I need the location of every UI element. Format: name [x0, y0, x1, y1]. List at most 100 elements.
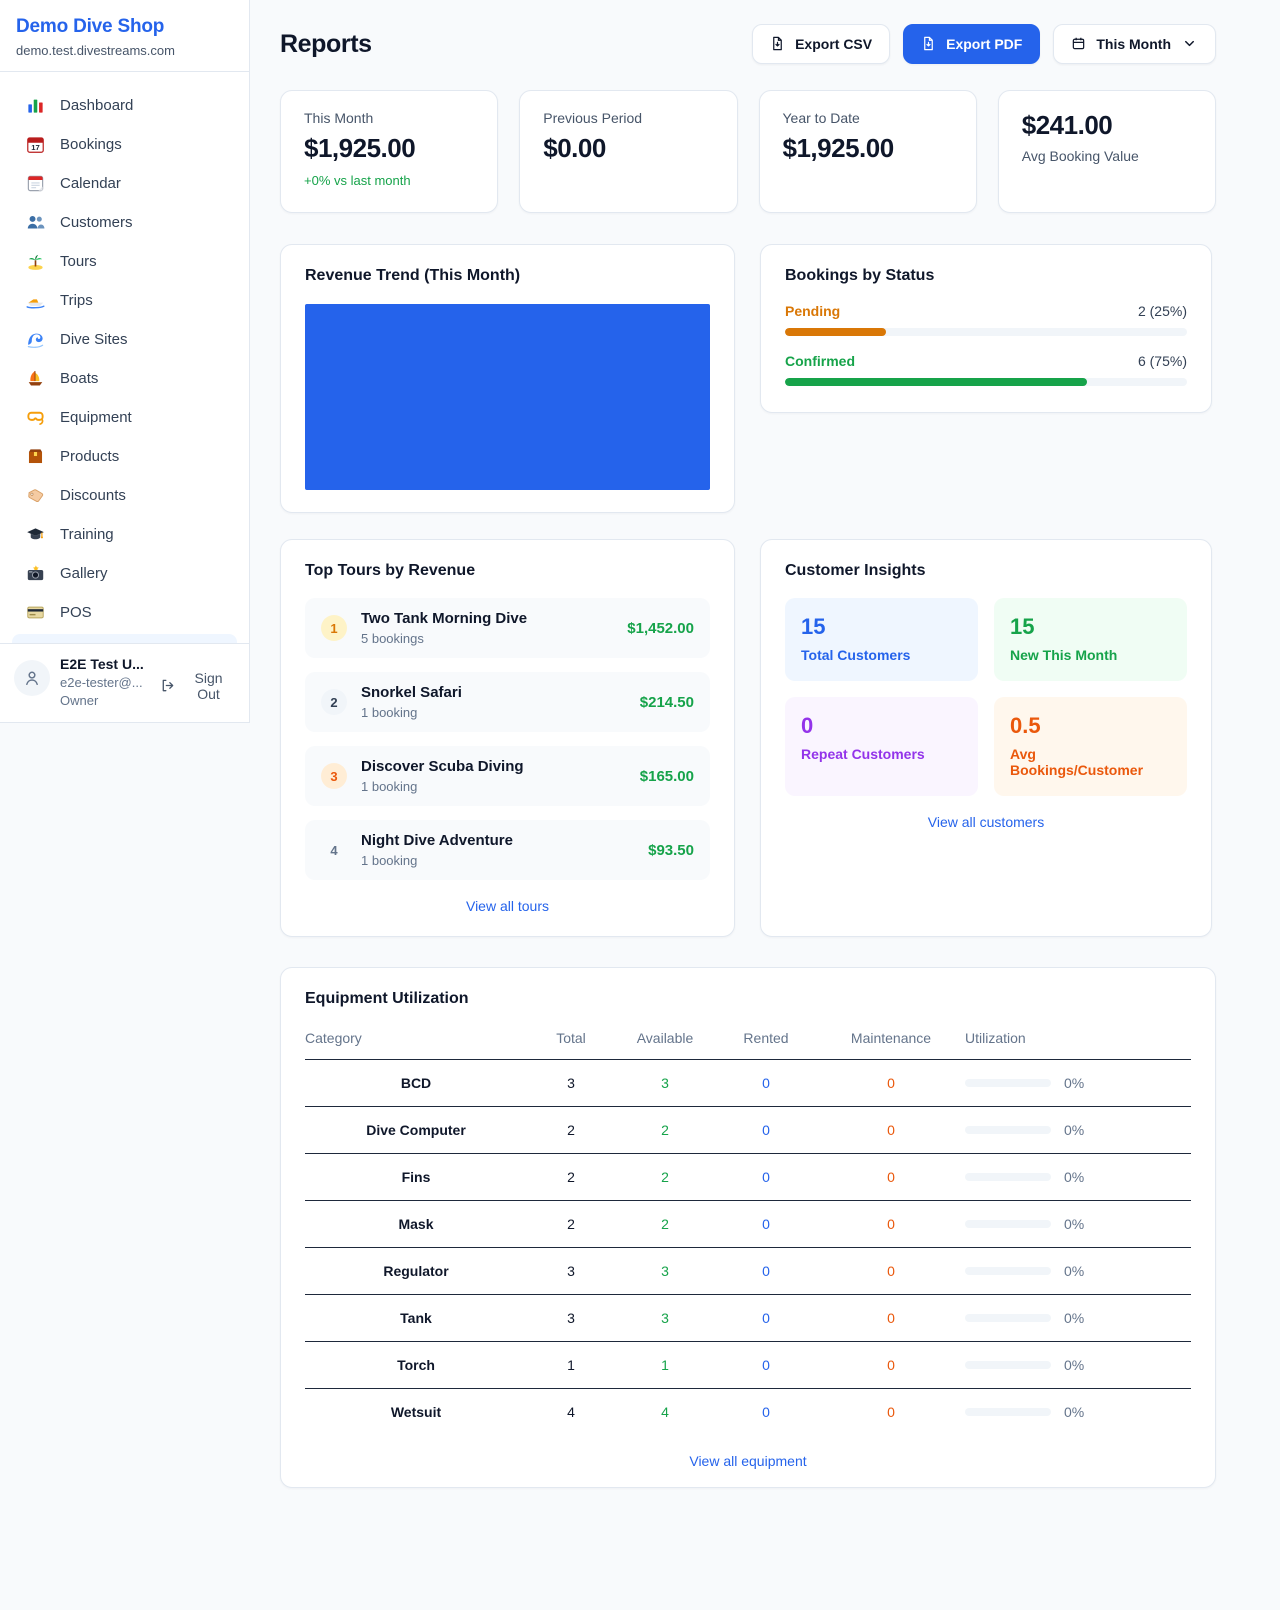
- view-all-tours-link[interactable]: View all tours: [465, 898, 549, 914]
- file-download-icon: [770, 36, 786, 52]
- export-pdf-label: Export PDF: [946, 36, 1023, 52]
- cell-rented: 0: [715, 1059, 817, 1107]
- sidebar-item-label: Customers: [60, 214, 133, 231]
- training-icon: [26, 525, 45, 544]
- sidebar-item-reports-partial[interactable]: [12, 634, 237, 643]
- tour-name: Snorkel Safari: [361, 684, 462, 701]
- cell-utilization: 0%: [965, 1106, 1191, 1154]
- main-content: Reports Export CSV Export PDF This Month…: [250, 0, 1236, 1488]
- revenue-trend-card: Revenue Trend (This Month): [280, 244, 735, 513]
- utilization-cell: 0%: [965, 1404, 1191, 1420]
- products-icon: [26, 447, 45, 466]
- cell-available: 3: [615, 1294, 715, 1342]
- tile-value: 15: [801, 614, 826, 639]
- cell-category: Torch: [305, 1341, 527, 1389]
- calendar-icon: [26, 174, 45, 193]
- cell-available: 4: [661, 1404, 669, 1420]
- table-row: Dive Computer 2 2 0 0 0%: [305, 1106, 1191, 1154]
- status-progress-track: [785, 328, 1187, 336]
- equipment-table: Category Total Available Rented Maintenance U…: [305, 1022, 1191, 1435]
- view-all-equipment-link[interactable]: View all equipment: [689, 1453, 807, 1469]
- dive-sites-icon: [26, 330, 45, 349]
- sign-out-button[interactable]: Sign Out: [160, 670, 235, 702]
- page-title: Reports: [280, 29, 372, 58]
- sidebar-item-calendar[interactable]: Calendar: [12, 164, 237, 203]
- tour-info: Two Tank Morning Dive 5 bookings: [361, 610, 527, 646]
- sign-out-label: Sign Out: [194, 670, 223, 702]
- tour-revenue: $165.00: [639, 767, 694, 785]
- sidebar-item-bookings[interactable]: 17 Bookings: [12, 125, 237, 164]
- status-row-head: Confirmed 6 (75%): [785, 353, 1187, 369]
- sidebar-item-label: Boats: [60, 370, 99, 387]
- stat-value: $241.00: [1021, 110, 1113, 140]
- tour-bookings: 1 booking: [361, 779, 418, 794]
- sidebar-item-gallery[interactable]: Gallery: [12, 554, 237, 593]
- tour-revenue: $214.50: [639, 693, 694, 711]
- tour-bookings: 1 booking: [361, 705, 418, 720]
- export-pdf-button[interactable]: Export PDF: [903, 24, 1041, 64]
- gallery-icon: [26, 564, 45, 583]
- column-header-total: Total: [527, 1022, 615, 1060]
- sidebar-item-trips[interactable]: Trips: [12, 281, 237, 320]
- utilization-bar-track: [965, 1173, 1051, 1181]
- utilization-percent: 0%: [1064, 1310, 1085, 1326]
- utilization-bar-track: [965, 1314, 1051, 1322]
- stat-card: This Month $1,925.00 +0% vs last month: [280, 90, 499, 213]
- cell-total: 3: [527, 1059, 615, 1107]
- utilization-bar-track: [965, 1267, 1051, 1275]
- sidebar-item-boats[interactable]: Boats: [12, 359, 237, 398]
- tour-bookings: 5 bookings: [361, 631, 424, 646]
- tour-list-item: 1 Two Tank Morning Dive 5 bookings $1,452.0…: [305, 598, 710, 658]
- utilization-cell: 0%: [965, 1216, 1191, 1232]
- sidebar-item-products[interactable]: Products: [12, 437, 237, 476]
- sidebar-item-training[interactable]: Training: [12, 515, 237, 554]
- cell-maintenance: 0: [817, 1294, 965, 1342]
- tour-list: 1 Two Tank Morning Dive 5 bookings $1,452.0…: [305, 598, 710, 880]
- cell-category: Regulator: [305, 1247, 527, 1295]
- cell-maintenance: 0: [817, 1153, 965, 1201]
- status-label: Confirmed: [785, 353, 855, 369]
- period-dropdown[interactable]: This Month: [1053, 24, 1216, 64]
- tour-list-item: 4 Night Dive Adventure 1 booking $93.50: [305, 820, 710, 880]
- brand-name[interactable]: Demo Dive Shop: [16, 16, 165, 37]
- sidebar: Demo Dive Shop demo.test.divestreams.com…: [0, 0, 250, 723]
- table-row: Fins 2 2 0 0 0%: [305, 1153, 1191, 1201]
- sidebar-item-customers[interactable]: Customers: [12, 203, 237, 242]
- export-csv-button[interactable]: Export CSV: [752, 24, 891, 64]
- rank-badge: 1: [321, 615, 347, 641]
- sidebar-item-label: Trips: [60, 292, 93, 309]
- sidebar-item-dashboard[interactable]: Dashboard: [12, 86, 237, 125]
- tour-info: Discover Scuba Diving 1 booking: [361, 758, 524, 794]
- tile-label: Repeat Customers: [801, 746, 925, 762]
- utilization-cell: 0%: [965, 1263, 1191, 1279]
- status-progress-fill: [785, 378, 1087, 386]
- sidebar-item-tours[interactable]: Tours: [12, 242, 237, 281]
- export-csv-label: Export CSV: [795, 36, 873, 52]
- sidebar-item-discounts[interactable]: Discounts: [12, 476, 237, 515]
- sidebar-item-equipment[interactable]: Equipment: [12, 398, 237, 437]
- sidebar-item-pos[interactable]: POS: [12, 593, 237, 632]
- sidebar-item-dive-sites[interactable]: Dive Sites: [12, 320, 237, 359]
- cell-available: 2: [615, 1106, 715, 1154]
- view-all-customers-link[interactable]: View all customers: [927, 814, 1045, 830]
- tile-value: 0: [801, 713, 814, 738]
- stat-value: $0.00: [543, 133, 606, 163]
- stat-value: $1,925.00: [782, 133, 895, 163]
- user-section: E2E Test U... e2e-tester@... Owner Sign …: [0, 643, 249, 722]
- user-email: e2e-tester@...: [60, 675, 143, 690]
- utilization-percent: 0%: [1064, 1404, 1085, 1420]
- tile-value: 0.5: [1010, 713, 1041, 738]
- insight-tile-avg-bookings-customer: 0.5 Avg Bookings/Customer: [994, 697, 1187, 796]
- insight-tile-new-this-month: 15 New This Month: [994, 598, 1187, 681]
- cell-category: Wetsuit: [390, 1404, 442, 1420]
- table-row: Wetsuit 4 4 0 0 0%: [305, 1389, 1191, 1436]
- cell-available: 1: [615, 1341, 715, 1389]
- stats-row: This Month $1,925.00 +0% vs last month Prev…: [280, 90, 1216, 213]
- user-name: E2E Test U...: [60, 656, 144, 672]
- cell-total: 1: [527, 1341, 615, 1389]
- cell-rented: 0: [715, 1341, 817, 1389]
- brand-domain: demo.test.divestreams.com: [16, 43, 175, 58]
- insight-tiles: 15 Total Customers 15 New This Month 0 Repeat…: [785, 598, 1187, 796]
- cell-available: 3: [615, 1059, 715, 1107]
- top-tours-title: Top Tours by Revenue: [305, 562, 476, 579]
